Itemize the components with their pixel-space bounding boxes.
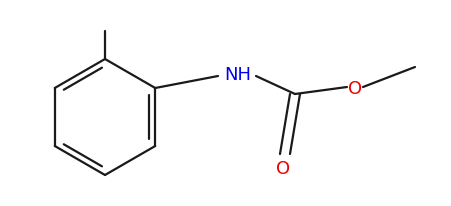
Text: O: O <box>276 159 290 177</box>
Text: NH: NH <box>225 66 252 84</box>
Text: O: O <box>348 80 362 97</box>
